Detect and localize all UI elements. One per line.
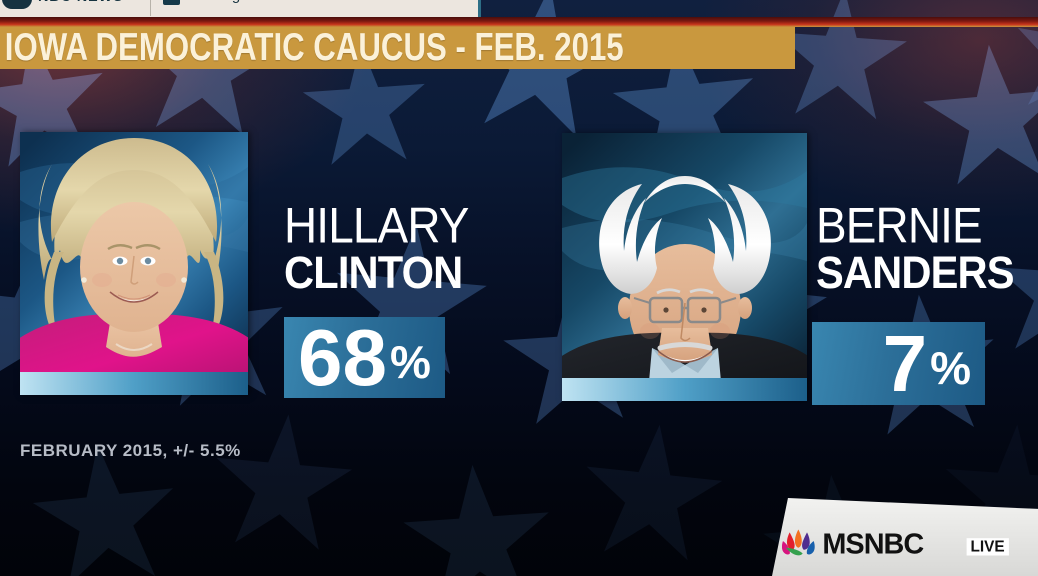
svg-text:LIVE: LIVE bbox=[970, 539, 1004, 556]
svg-text:MSNBC: MSNBC bbox=[822, 529, 924, 561]
